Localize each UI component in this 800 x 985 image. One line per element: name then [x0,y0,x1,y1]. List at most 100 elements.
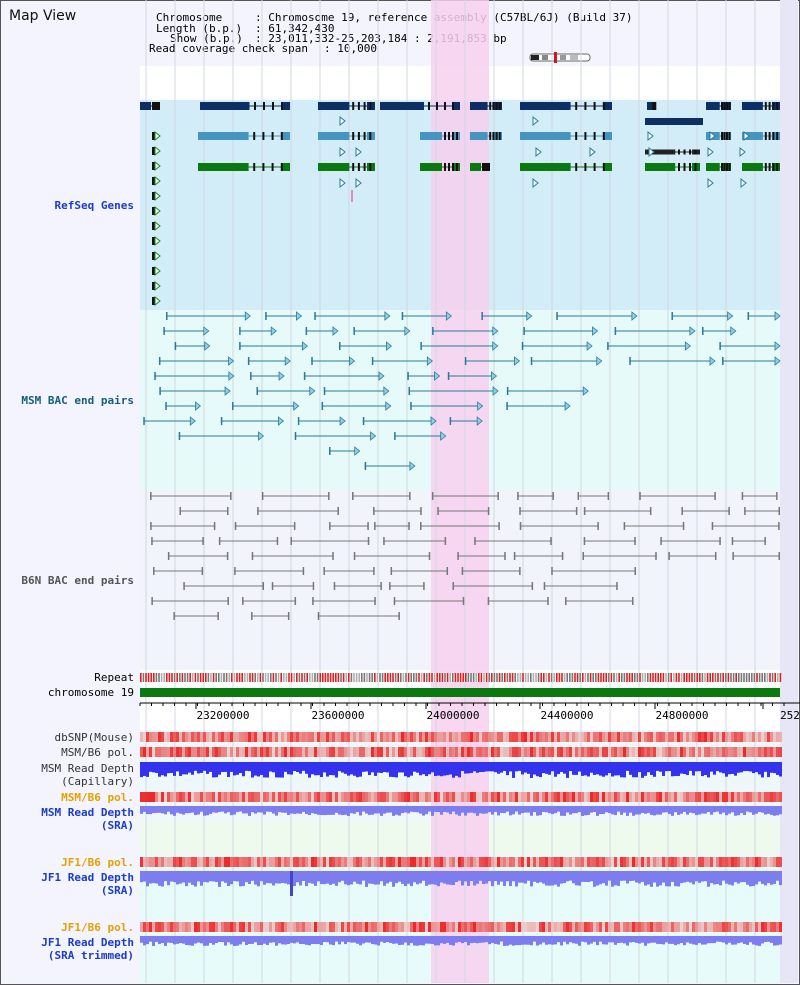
msm-depth-bin [449,762,452,775]
msm-b6-pol-sra-bin [608,792,611,802]
gene-exon-tick [721,102,723,110]
msm-depth-sra-bin [173,806,176,816]
msm-depth-bin [188,762,191,773]
track-label-msm-b6-pol-sra[interactable]: MSM/B6 pol. [61,791,134,804]
msm-b6-pol-sra-bin [206,792,209,802]
msm-depth-bin [530,762,533,778]
gene-exon-tick [584,132,587,140]
dbsnp-bin [662,732,665,742]
gene-exon [452,102,460,110]
jf1-b6-pol-trim-bin [689,922,692,932]
jf1-depth-trim-bin [215,936,218,944]
repeat-element [745,673,748,682]
gene-exon [772,102,780,110]
msm-depth-sra-bin [410,806,413,812]
jf1-depth-sra-bin [740,871,743,883]
repeat-element [576,673,579,682]
gene-exon-tick [262,163,265,171]
dbsnp-bin [311,732,314,742]
msm-b6-pol-bin [260,747,263,757]
jf1-b6-pol-trim-bin [521,922,524,932]
gene-start [152,162,156,170]
jf1-b6-pol-bin [401,857,404,867]
msm-b6-pol-sra-bin [644,792,647,802]
jf1-depth-sra-bin [506,871,509,882]
track-label-msm-depth-sra[interactable]: MSM Read Depth [41,806,134,819]
bac-end-arrow [492,386,499,396]
bac-end-arrow [774,356,781,366]
msm-b6-pol-bin [389,747,392,757]
jf1-depth-trim-bin [383,936,386,943]
jf1-b6-pol-trim-bin [332,922,335,932]
msm-b6-pol-bin [254,747,257,757]
bac-end-arrow [582,386,589,396]
jf1-b6-pol-trim-bin [731,922,734,932]
bac-end [287,612,290,620]
jf1-b6-pol-bin [689,857,692,867]
jf1-b6-pol-trim-bin [182,922,185,932]
jf1-depth-trim-bin [569,936,572,943]
chromosome-ideogram[interactable] [528,51,592,65]
jf1-depth-sra-bin [335,871,338,886]
jf1-depth-trim-bin [155,936,158,942]
msm-b6-pol-sra-bin [725,792,728,802]
jf1-b6-pol-trim-bin [200,922,203,932]
jf1-b6-pol-bin [227,857,230,867]
track-label-msm-depth-capillary[interactable]: MSM Read Depth [41,762,134,775]
bac-end [682,522,685,530]
jf1-depth-sra-bin [704,871,707,882]
track-label-jf1-depth-sra[interactable]: JF1 Read Depth [41,871,134,884]
repeat-element [342,673,345,682]
jf1-b6-pol-bin [536,857,539,867]
jf1-b6-pol-trim-bin [236,922,239,932]
jf1-depth-sra-bin [656,871,659,887]
jf1-depth-sra-bin [566,871,569,882]
jf1-b6-pol-trim-bin [230,922,233,932]
repeat-element [779,673,782,682]
jf1-depth-trim-bin [518,936,521,946]
msm-b6-pol-sra-bin [383,792,386,802]
msm-b6-pol-bin [497,747,500,757]
track-label-repeat[interactable]: Repeat [94,671,134,684]
dbsnp-bin [767,732,770,742]
msm-depth-bin [632,762,635,778]
jf1-depth-sra-bin [548,871,551,886]
gene-exon [140,102,151,110]
msm-depth-bin [572,762,575,775]
jf1-b6-pol-trim-bin [620,922,623,932]
track-label-jf1-b6-pol-trimmed[interactable]: JF1/B6 pol. [61,921,134,934]
track-label-dbsnp[interactable]: dbSNP(Mouse) [54,731,134,744]
msm-depth-bin [527,762,530,774]
msm-depth-bin [251,762,254,778]
jf1-b6-pol-trim-bin [686,922,689,932]
jf1-depth-sra-bin [356,871,359,884]
track-label-msm-bac[interactable]: MSM BAC end pairs [21,394,134,407]
repeat-element [381,673,384,682]
msm-b6-pol-sra-bin [386,792,389,802]
jf1-b6-pol-trim-bin [323,922,326,932]
gene-exon-tick [575,163,578,171]
strand-arrow [589,146,596,158]
msm-depth-bin [281,762,284,778]
msm-b6-pol-bin [485,747,488,757]
jf1-b6-pol-bin [296,857,299,867]
track-label-b6n-bac[interactable]: B6N BAC end pairs [21,574,134,587]
msm-b6-pol-bin [338,747,341,757]
msm-b6-pol-bin [587,747,590,757]
track-label-jf1-depth-trimmed[interactable]: JF1 Read Depth [41,936,134,949]
track-label-msm-b6-pol-capillary[interactable]: MSM/B6 pol. [61,746,134,759]
msm-depth-sra-bin [320,806,323,815]
msm-depth-bin [653,762,656,777]
dbsnp-bin [413,732,416,742]
jf1-depth-trim-bin [434,936,437,946]
dbsnp-bin [680,732,683,742]
jf1-depth-trim-bin [326,936,329,943]
gene-exon-tick [723,102,726,110]
track-label-jf1-b6-pol-sra[interactable]: JF1/B6 pol. [61,856,134,869]
jf1-depth-sra-bin [281,871,284,883]
jf1-b6-pol-trim-bin [389,922,392,932]
track-label-refseq[interactable]: RefSeq Genes [54,199,134,212]
jf1-depth-sra-bin [671,871,674,882]
jf1-b6-pol-trim-bin [626,922,629,932]
